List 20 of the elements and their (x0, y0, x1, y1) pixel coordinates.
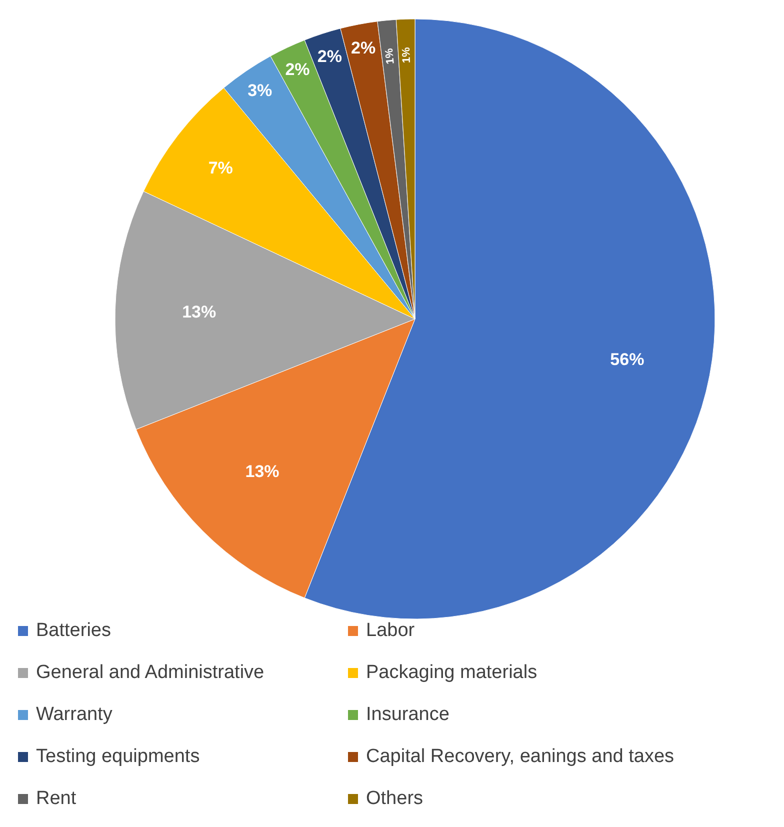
data-label: 56% (610, 350, 644, 369)
data-label: 1% (400, 46, 413, 64)
legend-label: Warranty (36, 704, 112, 726)
legend-label: General and Administrative (36, 662, 264, 684)
legend-label: Others (366, 788, 424, 810)
legend-label: Insurance (366, 704, 450, 726)
data-label: 1% (383, 47, 397, 65)
legend-label: Testing equipments (36, 746, 200, 768)
data-label: 13% (182, 302, 216, 322)
data-label: 13% (245, 462, 280, 482)
legend-label: Packaging materials (366, 662, 538, 684)
data-label: 3% (248, 81, 272, 100)
legend-label: Capital Recovery, eanings and taxes (366, 746, 674, 768)
data-label: 7% (208, 158, 233, 178)
legend-label: Labor (366, 620, 415, 642)
data-label: 2% (350, 38, 376, 58)
data-label: 2% (317, 47, 342, 66)
legend-label: Batteries (36, 620, 111, 642)
legend-label: Rent (36, 788, 76, 810)
data-label: 2% (285, 60, 310, 79)
